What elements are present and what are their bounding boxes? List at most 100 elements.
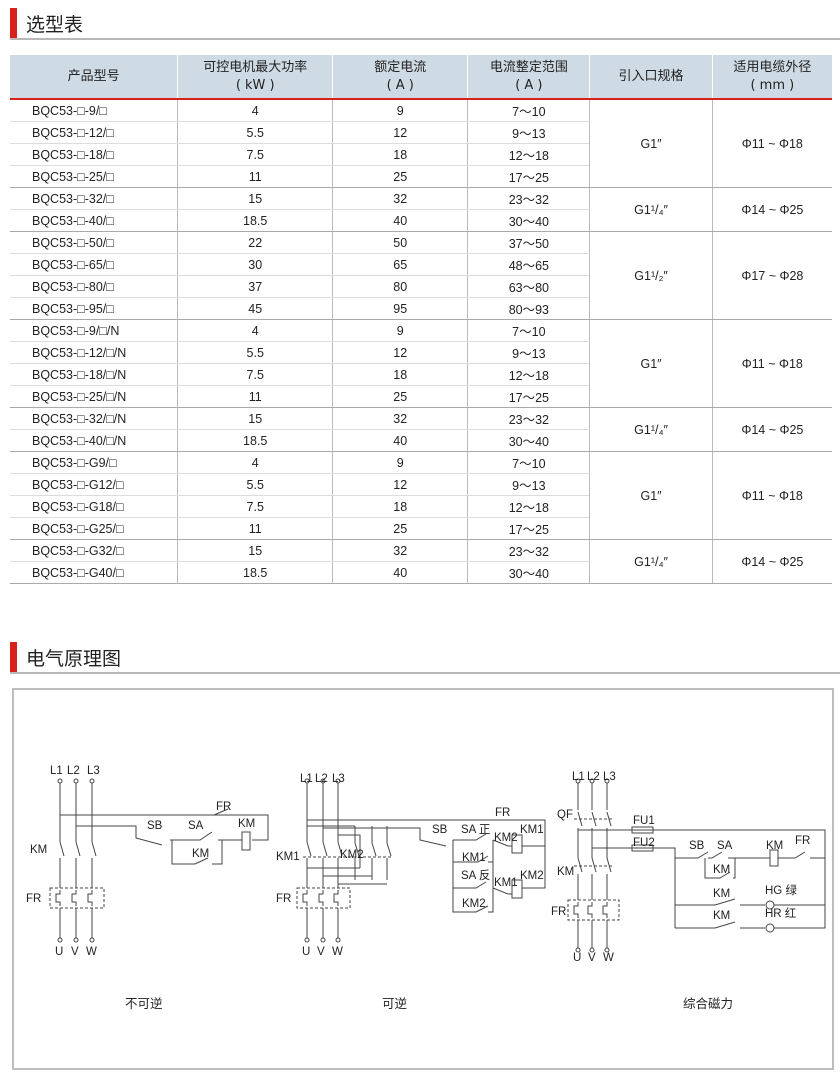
range-cell: 17～25 [467, 385, 590, 408]
circuit-label-qf: QF [557, 809, 573, 821]
model-cell: BQC53-□-18/□/N [10, 363, 178, 386]
range-cell: 63～80 [467, 275, 590, 298]
table-row: BQC53-□-95/□ 45 95 80～93 [10, 297, 832, 320]
circuit-label-l2: L2 [315, 773, 328, 785]
cable-cell: Φ14 ~ Φ25 [711, 187, 832, 232]
inlet-cell: G1¹/₂″ [589, 231, 713, 320]
header-unit: ( A ) [386, 77, 414, 93]
table-row: BQC53-□-25/□/N 11 25 17～25 [10, 385, 832, 408]
model-cell: BQC53-□-G25/□ [10, 517, 178, 540]
circuit-label-km2: KM2 [340, 849, 364, 861]
circuit-label-v: V [317, 946, 325, 958]
inlet-cell: G1¹/₄″ [589, 407, 713, 452]
model-cell: BQC53-□-80/□ [10, 275, 178, 298]
table-row: BQC53-□-G32/□ 15 32 23～32 G1¹/₄″ Φ14 ~ Φ25 [10, 539, 832, 584]
power-cell: 7.5 [177, 495, 333, 518]
power-cell: 18.5 [177, 429, 333, 452]
power-cell: 45 [177, 297, 333, 320]
range-cell: 30～40 [467, 561, 590, 584]
table-row: BQC53-□-12/□/N 5.5 12 9～13 [10, 341, 832, 364]
column-header: 适用电缆外径 ( mm ) [711, 55, 832, 100]
circuit-label-fr: FR [26, 893, 42, 905]
circuit-label-u: U [302, 946, 311, 958]
section-marker [10, 642, 17, 672]
range-cell: 12～18 [467, 143, 590, 166]
model-cell: BQC53-□-G12/□ [10, 473, 178, 496]
range-cell: 17～25 [467, 165, 590, 188]
current-cell: 25 [332, 385, 468, 408]
diagram-caption: 不可逆 [125, 996, 163, 1011]
current-cell: 80 [332, 275, 468, 298]
circuit-label-sa-f: SA 正 [461, 824, 491, 836]
model-cell: BQC53-□-12/□ [10, 121, 178, 144]
diagram-caption: 可逆 [382, 996, 408, 1011]
cable-cell: Φ14 ~ Φ25 [711, 407, 832, 452]
circuit-label-v: V [588, 952, 596, 964]
range-cell: 30～40 [467, 429, 590, 452]
cable-cell: Φ11 ~ Φ18 [711, 451, 832, 540]
model-cell: BQC53-□-9/□ [10, 99, 178, 122]
power-cell: 7.5 [177, 143, 333, 166]
table-row: BQC53-□-32/□ 15 32 23～32 G1¹/₄″ Φ14 ~ Φ25 [10, 187, 832, 232]
circuit-label-fu1: FU1 [633, 815, 655, 827]
circuit-label-u: U [55, 946, 64, 958]
header-label: 额定电流 [374, 59, 427, 75]
table-row: BQC53-□-32/□/N 15 32 23～32 G1¹/₄″ Φ14 ~ Φ25 [10, 407, 832, 452]
circuit-label-u: U [573, 952, 582, 964]
power-cell: 18.5 [177, 209, 333, 232]
power-cell: 15 [177, 407, 333, 430]
model-cell: BQC53-□-9/□/N [10, 319, 178, 342]
power-cell: 18.5 [177, 561, 333, 584]
current-cell: 40 [332, 561, 468, 584]
current-cell: 32 [332, 539, 468, 562]
wiring-svg [49, 778, 826, 953]
current-cell: 9 [332, 99, 468, 122]
circuit-diagrams: L1 L2 L3 KM FR U V W SB SA FR KM KM L1 L2 L3 KM1 KM2 FR U V W… [12, 688, 834, 1070]
section-title: 选型表 [26, 14, 84, 36]
header-unit: ( A ) [515, 77, 543, 93]
circuit-label-km-hold: KM [192, 848, 210, 860]
table-row: BQC53-□-50/□ 22 50 37～50 G1¹/₂″ Φ17 ~ Φ28 [10, 231, 832, 320]
header-label: 适用电缆外径 [733, 59, 812, 75]
circuit-label-km-coil: KM [766, 840, 784, 852]
model-cell: BQC53-□-25/□ [10, 165, 178, 188]
cable-cell: Φ11 ~ Φ18 [711, 99, 832, 188]
table-row: BQC53-□-9/□/N 4 9 7～10 G1″ Φ11 ~ Φ18 [10, 319, 832, 408]
current-cell: 12 [332, 473, 468, 496]
range-cell: 23～32 [467, 539, 590, 562]
table-row: BQC53-□-80/□ 37 80 63～80 [10, 275, 832, 298]
range-cell: 7～10 [467, 319, 590, 342]
diagram-caption: 综合磁力 [683, 996, 734, 1011]
power-cell: 4 [177, 319, 333, 342]
model-cell: BQC53-□-G40/□ [10, 561, 178, 584]
circuit-label-sa: SA [188, 820, 204, 832]
model-cell: BQC53-□-G9/□ [10, 451, 178, 474]
circuit-label-sb: SB [689, 840, 705, 852]
circuit-label-fr-c: FR [795, 835, 811, 847]
header-unit: ( kW ) [235, 77, 275, 93]
table-row: BQC53-□-18/□ 7.5 18 12～18 [10, 143, 832, 166]
circuit-label-sb: SB [147, 820, 163, 832]
inlet-cell: G1″ [589, 451, 713, 540]
power-cell: 4 [177, 451, 333, 474]
current-cell: 50 [332, 231, 468, 254]
circuit-label-km-g: KM [713, 888, 731, 900]
circuit-section-header: 电气原理图 [10, 642, 840, 674]
column-header: 引入口规格 [589, 55, 713, 100]
circuit-label-km2-coil: KM2 [520, 870, 544, 882]
circuit-label-l2: L2 [67, 765, 80, 777]
table-row: BQC53-□-40/□/N 18.5 40 30～40 [10, 429, 832, 452]
range-cell: 7～10 [467, 99, 590, 122]
model-cell: BQC53-□-18/□ [10, 143, 178, 166]
table-row: BQC53-□-G40/□ 18.5 40 30～40 [10, 561, 832, 584]
range-cell: 7～10 [467, 451, 590, 474]
model-cell: BQC53-□-50/□ [10, 231, 178, 254]
cable-cell: Φ17 ~ Φ28 [711, 231, 832, 320]
cable-cell: Φ14 ~ Φ25 [711, 539, 832, 584]
power-cell: 5.5 [177, 473, 333, 496]
inlet-cell: G1″ [589, 99, 713, 188]
model-cell: BQC53-□-40/□ [10, 209, 178, 232]
model-cell: BQC53-□-40/□/N [10, 429, 178, 452]
power-cell: 5.5 [177, 121, 333, 144]
power-cell: 11 [177, 385, 333, 408]
